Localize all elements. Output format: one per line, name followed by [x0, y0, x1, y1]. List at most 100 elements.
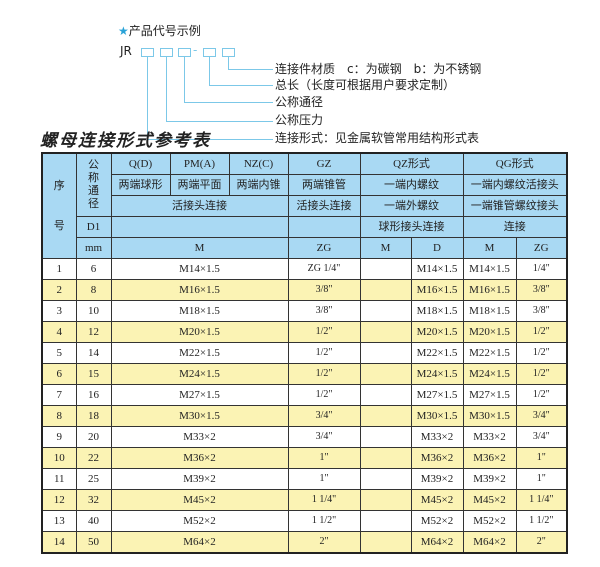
header-zg2: ZG: [515, 237, 568, 259]
header-qg-desc2: 一端锥管螺纹接头: [462, 195, 568, 217]
header-seq: 序号: [41, 152, 77, 259]
cell-m: M14×1.5: [110, 258, 289, 280]
cell-qg-m: M24×1.5: [462, 363, 517, 385]
table-body: 1 6 M14×1.5 ZG 1/4" M14×1.5 M14×1.5 1/4" 2 8 M16×…: [41, 258, 568, 554]
cell-zg: 2": [287, 531, 361, 554]
cell-qg-m: M16×1.5: [462, 279, 517, 301]
cell-no: 1: [41, 258, 77, 280]
cell-zg: 1/2": [287, 321, 361, 343]
header-qz-desc2: 一端外螺纹: [359, 195, 464, 217]
cell-m: M30×1.5: [110, 405, 289, 427]
cell-qz-m: [359, 363, 412, 385]
header-qg-desc1: 一端内螺纹活接头: [462, 174, 568, 196]
cell-qg-m: M39×2: [462, 468, 517, 490]
cell-d1: 20: [75, 426, 112, 448]
cell-qg-m: M14×1.5: [462, 258, 517, 280]
cell-qg-zg: 2": [515, 531, 568, 554]
label-diameter: 公称通径: [275, 95, 324, 109]
cell-qz-m: [359, 300, 412, 322]
table-row: 6 15 M24×1.5 1/2" M24×1.5 M24×1.5 1/2": [41, 363, 568, 385]
cell-no: 14: [41, 531, 77, 554]
cell-no: 6: [41, 363, 77, 385]
cell-zg: 1": [287, 447, 361, 469]
cell-d1: 16: [75, 384, 112, 406]
cell-d1: 18: [75, 405, 112, 427]
cell-qg-m: M36×2: [462, 447, 517, 469]
cell-qz-d: M14×1.5: [410, 258, 464, 280]
table-row: 11 25 M39×2 1" M39×2 M39×2 1": [41, 468, 568, 490]
header-qz: QZ形式: [359, 152, 464, 175]
cell-d1: 32: [75, 489, 112, 511]
cell-qz-d: M45×2: [410, 489, 464, 511]
example-heading-text: 产品代号示例: [128, 24, 201, 38]
cell-d1: 15: [75, 363, 112, 385]
cell-qg-zg: 3/8": [515, 300, 568, 322]
cell-qz-d: M64×2: [410, 531, 464, 554]
table-row: 3 10 M18×1.5 3/8" M18×1.5 M18×1.5 3/8": [41, 300, 568, 322]
cell-zg: 1/2": [287, 384, 361, 406]
table-row: 14 50 M64×2 2" M64×2 M64×2 2": [41, 531, 568, 554]
cell-d1: 22: [75, 447, 112, 469]
connector-line: [209, 85, 273, 86]
cell-qg-m: M30×1.5: [462, 405, 517, 427]
cell-zg: 1": [287, 468, 361, 490]
header-qz-desc1: 一端内螺纹: [359, 174, 464, 196]
cell-qg-m: M52×2: [462, 510, 517, 532]
cell-qg-zg: 1/2": [515, 384, 568, 406]
connector-line: [166, 121, 273, 122]
nut-connection-table: 序号 公称通径 Q(D) PM(A) NZ(C) GZ QZ形式 QG形式 两端…: [41, 152, 568, 554]
cell-d1: 50: [75, 531, 112, 554]
header-nzc: NZ(C): [228, 152, 289, 175]
cell-qg-m: M27×1.5: [462, 384, 517, 406]
cell-qz-d: M30×1.5: [410, 405, 464, 427]
cell-m: M33×2: [110, 426, 289, 448]
cell-qg-zg: 1 1/2": [515, 510, 568, 532]
cell-qz-m: [359, 426, 412, 448]
connector-line: [184, 102, 273, 103]
code-box: [160, 48, 173, 57]
label-pressure: 公称压力: [275, 113, 324, 127]
code-box: [203, 48, 216, 57]
cell-m: M27×1.5: [110, 384, 289, 406]
cell-qz-m: [359, 447, 412, 469]
table-row: 12 32 M45×2 1 1/4" M45×2 M45×2 1 1/4": [41, 489, 568, 511]
header-mm: mm: [75, 237, 112, 259]
label-length: 总长（长度可根据用户要求定制）: [275, 78, 456, 92]
cell-no: 9: [41, 426, 77, 448]
cell-zg: 3/4": [287, 426, 361, 448]
cell-zg: ZG 1/4": [287, 258, 361, 280]
cell-qz-d: M24×1.5: [410, 363, 464, 385]
cell-zg: 3/8": [287, 300, 361, 322]
table-row: 4 12 M20×1.5 1/2" M20×1.5 M20×1.5 1/2": [41, 321, 568, 343]
cell-no: 4: [41, 321, 77, 343]
header-qd: Q(D): [110, 152, 171, 175]
cell-m: M39×2: [110, 468, 289, 490]
cell-qz-d: M33×2: [410, 426, 464, 448]
cell-qg-m: M64×2: [462, 531, 517, 554]
connector-line: [166, 57, 167, 121]
cell-qg-m: M22×1.5: [462, 342, 517, 364]
connector-line: [184, 57, 185, 102]
table-title: 螺母连接形式参考表: [40, 131, 211, 151]
header-empty: [287, 216, 361, 238]
cell-d1: 10: [75, 300, 112, 322]
code-box: [141, 48, 154, 57]
cell-qz-m: [359, 321, 412, 343]
cell-m: M16×1.5: [110, 279, 289, 301]
code-box: [222, 48, 235, 57]
cell-d1: 8: [75, 279, 112, 301]
cell-qz-m: [359, 489, 412, 511]
table-row: 8 18 M30×1.5 3/4" M30×1.5 M30×1.5 3/4": [41, 405, 568, 427]
cell-qg-zg: 3/4": [515, 405, 568, 427]
cell-m: M22×1.5: [110, 342, 289, 364]
cell-qz-d: M36×2: [410, 447, 464, 469]
cell-qg-zg: 3/4": [515, 426, 568, 448]
cell-qg-m: M45×2: [462, 489, 517, 511]
cell-m: M18×1.5: [110, 300, 289, 322]
cell-no: 7: [41, 384, 77, 406]
cell-qg-zg: 1 1/4": [515, 489, 568, 511]
cell-no: 3: [41, 300, 77, 322]
header-pma: PM(A): [169, 152, 230, 175]
header-m1: M: [110, 237, 289, 259]
